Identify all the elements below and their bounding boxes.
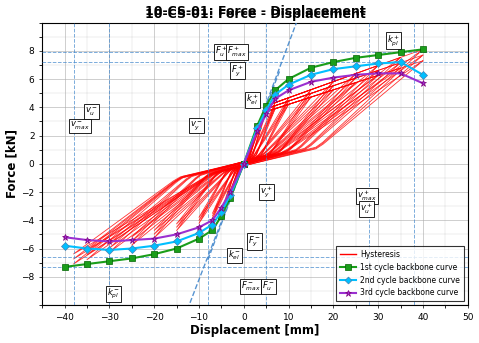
1st cycle backbone curve <box>254 123 260 128</box>
Text: $v_y^-$: $v_y^-$ <box>190 119 203 132</box>
Y-axis label: Force [kN]: Force [kN] <box>6 129 19 198</box>
3rd cycle backbone curve <box>331 75 336 80</box>
1st cycle backbone curve <box>331 60 336 64</box>
1st cycle backbone curve <box>353 56 359 60</box>
Line: 2nd cycle backbone curve: 2nd cycle backbone curve <box>241 59 426 167</box>
2nd cycle backbone curve <box>285 83 291 87</box>
Legend: Hysteresis, 1st cycle backbone curve, 2nd cycle backbone curve, 3rd cycle backbo: Hysteresis, 1st cycle backbone curve, 2n… <box>336 246 464 301</box>
Text: $v_y^+$: $v_y^+$ <box>260 185 273 199</box>
Text: $v_u^+$: $v_u^+$ <box>361 202 374 216</box>
Text: $k_{pl}^-$: $k_{pl}^-$ <box>107 287 120 301</box>
Title: 10-CS-01: Force - Displacement: 10-CS-01: Force - Displacement <box>145 8 365 21</box>
2nd cycle backbone curve <box>241 162 247 166</box>
Text: $k_{pl}^+$: $k_{pl}^+$ <box>387 34 400 48</box>
Text: $v_u^-$: $v_u^-$ <box>85 105 98 118</box>
2nd cycle backbone curve <box>254 127 260 131</box>
2nd cycle backbone curve <box>331 67 336 71</box>
2nd cycle backbone curve <box>398 60 403 64</box>
2nd cycle backbone curve <box>308 73 314 77</box>
Text: $F_y^+$: $F_y^+$ <box>230 63 243 78</box>
Text: $F_y^-$: $F_y^-$ <box>249 234 262 249</box>
1st cycle backbone curve <box>375 53 381 57</box>
3rd cycle backbone curve <box>272 97 278 101</box>
2nd cycle backbone curve <box>375 61 381 66</box>
3rd cycle backbone curve <box>254 129 260 133</box>
1st cycle backbone curve <box>285 77 291 81</box>
3rd cycle backbone curve <box>285 88 291 92</box>
1st cycle backbone curve <box>272 88 278 92</box>
3rd cycle backbone curve <box>398 71 403 75</box>
3rd cycle backbone curve <box>420 81 426 85</box>
3rd cycle backbone curve <box>353 73 359 77</box>
2nd cycle backbone curve <box>272 93 278 97</box>
1st cycle backbone curve <box>420 47 426 51</box>
Line: 3rd cycle backbone curve: 3rd cycle backbone curve <box>240 70 426 167</box>
Text: 10-CS-01: Force - Displacement: 10-CS-01: Force - Displacement <box>145 5 365 18</box>
Line: 1st cycle backbone curve: 1st cycle backbone curve <box>240 46 426 167</box>
1st cycle backbone curve <box>263 104 269 108</box>
2nd cycle backbone curve <box>420 73 426 77</box>
Text: $v_{max}^-$: $v_{max}^-$ <box>70 120 90 132</box>
3rd cycle backbone curve <box>308 80 314 84</box>
3rd cycle backbone curve <box>375 71 381 75</box>
1st cycle backbone curve <box>308 66 314 70</box>
Text: $k_{el}^+$: $k_{el}^+$ <box>246 93 259 107</box>
Text: $v_{max}^+$: $v_{max}^+$ <box>357 189 377 203</box>
1st cycle backbone curve <box>398 50 403 54</box>
3rd cycle backbone curve <box>263 112 269 116</box>
Text: $F_u^+$: $F_u^+$ <box>215 45 228 59</box>
Text: $F_{max}^-$: $F_{max}^-$ <box>240 280 260 293</box>
1st cycle backbone curve <box>241 162 247 166</box>
X-axis label: Displacement [mm]: Displacement [mm] <box>190 324 319 338</box>
2nd cycle backbone curve <box>353 64 359 68</box>
Text: $k_{el}^-$: $k_{el}^-$ <box>228 249 241 262</box>
2nd cycle backbone curve <box>263 108 269 112</box>
3rd cycle backbone curve <box>241 162 247 166</box>
Text: $F_u^-$: $F_u^-$ <box>262 280 275 293</box>
Text: $F_{max}^+$: $F_{max}^+$ <box>227 45 247 59</box>
